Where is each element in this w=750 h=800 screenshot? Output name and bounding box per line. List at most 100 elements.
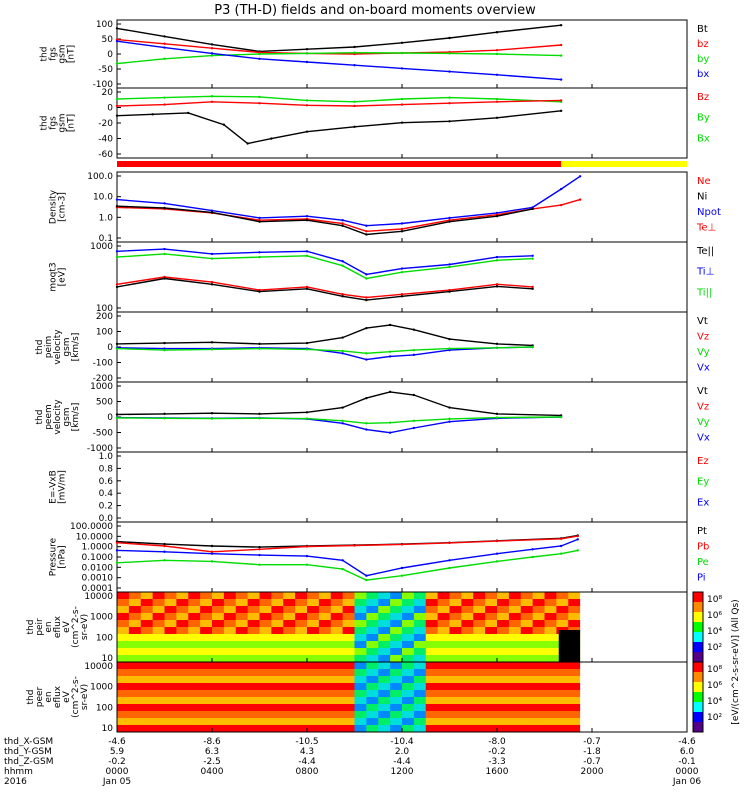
heatmap-cell: [318, 613, 332, 621]
heatmap-cell: [449, 690, 462, 698]
heatmap-cell: [152, 697, 165, 705]
heatmap-cell: [544, 613, 557, 621]
heatmap-cell: [378, 620, 391, 628]
heatmap-cell: [259, 676, 272, 684]
heatmap-cell: [342, 655, 355, 662]
heatmap-cell: [223, 641, 237, 649]
heatmap-cell: [354, 655, 367, 662]
xaxis-value: 0000: [106, 767, 129, 777]
data-point: [115, 198, 119, 201]
heatmap-cell: [140, 627, 154, 635]
heatmap-cell: [330, 655, 344, 662]
data-point: [163, 202, 166, 205]
legend-label: Bx: [697, 133, 710, 144]
heatmap-cell: [508, 634, 522, 642]
heatmap-cell: [390, 690, 403, 698]
heatmap-cell: [413, 704, 427, 712]
heatmap-cell: [366, 725, 379, 732]
ytick-label: 10000: [84, 592, 113, 602]
heatmap-cell: [520, 683, 534, 691]
heatmap-cell: [366, 662, 379, 670]
heatmap-cell: [497, 711, 510, 719]
data-point: [495, 48, 499, 52]
heatmap-cell: [485, 620, 498, 628]
heatmap-cell: [140, 634, 154, 642]
heatmap-cell: [342, 627, 355, 635]
heatmap-cell: [188, 725, 201, 732]
heatmap-cell: [390, 648, 403, 656]
heatmap-cell: [318, 676, 332, 684]
heatmap-cell: [402, 718, 415, 726]
heatmap-cell: [318, 648, 332, 656]
heatmap-cell: [283, 683, 296, 691]
heatmap-cell: [307, 711, 320, 719]
heatmap-cell: [413, 620, 427, 628]
heatmap-cell: [354, 711, 367, 719]
heatmap-cell: [188, 669, 201, 677]
heatmap-cell: [164, 683, 177, 691]
heatmap-cell: [318, 592, 332, 600]
heatmap-cell: [497, 683, 510, 691]
legend-label: Ex: [697, 497, 709, 508]
ytick-label: 100: [96, 703, 113, 713]
heatmap-cell: [176, 641, 189, 649]
heatmap-cell: [283, 599, 296, 607]
heatmap-cell: [164, 711, 177, 719]
heatmap-cell: [508, 669, 522, 677]
data-point: [163, 35, 166, 38]
heatmap-cell: [342, 669, 355, 677]
data-point: [495, 100, 499, 104]
series-line: [116, 346, 533, 355]
heatmap-cell: [283, 620, 296, 628]
heatmap-cell: [532, 634, 545, 642]
heatmap-cell: [140, 690, 154, 698]
heatmap-cell: [318, 620, 332, 628]
legend-label: bz: [697, 39, 709, 50]
heatmap-cell: [247, 634, 260, 642]
heatmap-cell: [449, 711, 462, 719]
heatmap-cell: [235, 669, 249, 677]
xaxis-row-label: thd_Y-GSM: [4, 747, 52, 757]
legend-label: Pt: [697, 526, 707, 537]
heatmap-cell: [223, 648, 237, 656]
heatmap-cell: [235, 655, 249, 662]
data-point: [448, 263, 451, 266]
heatmap-cell: [200, 613, 213, 621]
heatmap-cell: [176, 711, 189, 719]
panel-peir-spectrogram: thd peir en eflux eV (cm^2-s-sr-eV) 10000 1000 1…: [26, 591, 688, 664]
heatmap-cell: [223, 599, 237, 607]
data-point: [210, 341, 214, 344]
heatmap-cell: [152, 711, 165, 719]
data-point: [559, 552, 563, 555]
heatmap-cell: [485, 648, 498, 656]
legend-label: Vt: [697, 316, 708, 327]
heatmap-cell: [520, 627, 534, 635]
heatmap-cell: [259, 655, 272, 662]
heatmap-cell: [390, 613, 403, 621]
xaxis-value: 6.3: [205, 747, 219, 757]
heatmap-cell: [318, 634, 332, 642]
heatmap-cell: [235, 641, 249, 649]
data-point: [495, 552, 499, 555]
ylabel-line: fgs: [49, 116, 59, 130]
ytick-label: 10.0: [93, 193, 113, 203]
legend-label: Te||: [696, 246, 714, 257]
heatmap-cell: [259, 606, 272, 614]
heatmap-cell: [223, 655, 237, 662]
data-point: [305, 60, 309, 64]
heatmap-cell: [532, 669, 545, 677]
heatmap-cell: [378, 662, 391, 670]
heatmap-cell: [140, 599, 154, 607]
heatmap-cell: [283, 676, 296, 684]
heatmap-cell: [461, 718, 474, 726]
heatmap-cell: [497, 592, 510, 600]
heatmap-cell: [532, 599, 545, 607]
heatmap-cell: [117, 613, 130, 621]
data-point: [115, 549, 119, 552]
panel-fgs-gse: thd fgs gsm [nT] 20 0 -20 -40 -60 Bz By Bx: [40, 87, 710, 160]
data-point: [448, 417, 451, 421]
heatmap-cell: [295, 613, 308, 621]
heatmap-cell: [532, 641, 545, 649]
heatmap-cell: [413, 655, 427, 662]
heatmap-cell: [140, 648, 154, 656]
